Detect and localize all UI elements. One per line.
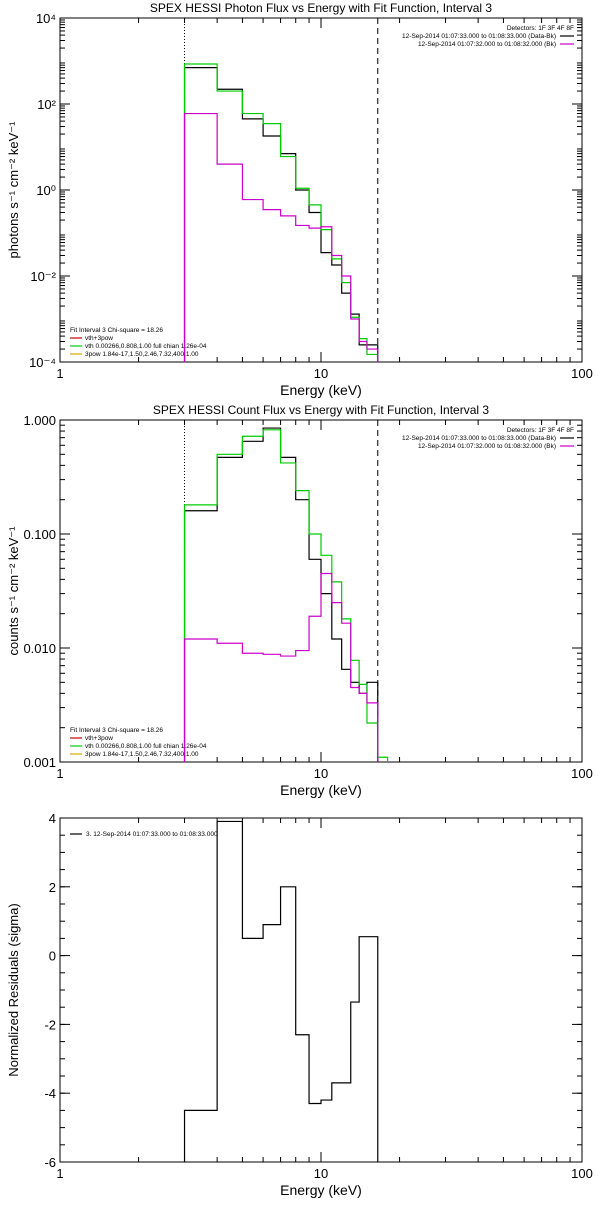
count-legend-fit-label: 3pow 1.84e-17,1.50,2.46,7.32,400,1.00 [85,751,199,758]
residuals-y-tick-label: -6 [44,1155,56,1170]
residuals-y-tick-label: 4 [49,811,56,826]
count-legend-right-label: 12-Sep-2014 01:07:33.000 to 01:08:33.000… [402,435,556,442]
count-legend-fit-label: vth 0.00266,0.808,1.00 full chian 1.26e-… [85,743,207,750]
photon-plot-frame [59,17,583,363]
residuals-y-tick-label: 2 [49,880,56,895]
count-series-bk-line [183,572,379,762]
photon-y-tick-label: 10⁻⁴ [29,355,56,370]
count-y-tick-label: 0.001 [23,755,56,770]
count-legend-right-label: 12-Sep-2014 01:07:32.000 to 01:08:32.000… [418,443,556,450]
residuals-chart: 1 10 100 -6 -4 -2 0 2 4 Energy (keV) Normalized Re… [6,811,593,1198]
photon-x-tick-label: 100 [571,366,593,381]
count-series-data-bk-line [183,427,379,762]
count-x-tick-label: 100 [571,766,593,781]
residuals-plot-frame [59,817,583,1163]
photon-x-axis-label: Energy (keV) [280,382,362,398]
photon-legend-fit-label: 3pow 1.84e-17,1.50,2.46,7.32,400,1.00 [85,351,199,358]
photon-x-tick-label: 10 [314,366,328,381]
residuals-y-tick-label: 0 [49,949,56,964]
residuals-y-tick-label: -2 [44,1017,56,1032]
photon-legend-detectors: Detectors: 1F 3F 4F 8F [507,25,574,32]
photon-legend-fit-label: vth+3pow [85,335,113,342]
photon-legend-fit-label: vth 0.00266,0.808,1.00 full chian 1.26e-… [85,343,207,350]
photon-title: SPEX HESSI Photon Flux vs Energy with Fi… [150,1,492,15]
residuals-legend-top-label: 3. 12-Sep-2014 01:07:33.000 to 01:08:33.… [86,831,218,838]
residuals-x-tick-label: 100 [571,1166,593,1181]
count-y-axis-label: counts s⁻¹ cm⁻² keV⁻¹ [6,526,21,656]
residuals-series-residual-line [183,820,379,1162]
count-legend-detectors: Detectors: 1F 3F 4F 8F [507,427,574,434]
count-series-vth-3pow-line [183,429,389,762]
count-y-tick-label: 1.000 [23,413,56,428]
count-y-tick-label: 0.010 [23,641,56,656]
photon-legend-right-label: 12-Sep-2014 01:07:33.000 to 01:08:33.000… [402,33,556,40]
photon-y-tick-label: 10⁰ [36,183,56,198]
count-y-tick-label: 0.100 [23,527,56,542]
count-legend-fit-label: vth+3pow [85,735,113,742]
count-x-tick-label: 1 [56,766,63,781]
residuals-x-tick-label: 10 [314,1166,328,1181]
count-chart: SPEX HESSI Count Flux vs Energy with Fit… [6,403,593,798]
count-title: SPEX HESSI Count Flux vs Energy with Fit… [153,403,489,417]
photon-legend-right-label: 12-Sep-2014 01:07:32.000 to 01:08:32.000… [418,41,556,48]
photon-y-axis-label: photons s⁻¹ cm⁻² keV⁻¹ [6,121,21,259]
count-x-tick-label: 10 [314,766,328,781]
photon-x-tick-label: 1 [56,366,63,381]
photon-y-tick-label: 10⁻² [30,269,56,284]
residuals-x-axis-label: Energy (keV) [280,1182,362,1198]
photon-series-bk-line [183,112,379,362]
residuals-y-axis-label: Normalized Residuals (sigma) [6,903,21,1076]
count-x-axis-label: Energy (keV) [280,782,362,798]
photon-legend-fit-header: Fit Interval 3 Chi-square = 18.26 [70,327,163,334]
residuals-y-tick-label: -4 [44,1086,56,1101]
photon-y-tick-label: 10⁴ [36,11,56,26]
residuals-x-tick-label: 1 [56,1166,63,1181]
count-legend-fit-header: Fit Interval 3 Chi-square = 18.26 [70,727,163,734]
photon-chart: SPEX HESSI Photon Flux vs Energy with Fi… [6,1,593,398]
photon-y-tick-label: 10² [37,97,56,112]
